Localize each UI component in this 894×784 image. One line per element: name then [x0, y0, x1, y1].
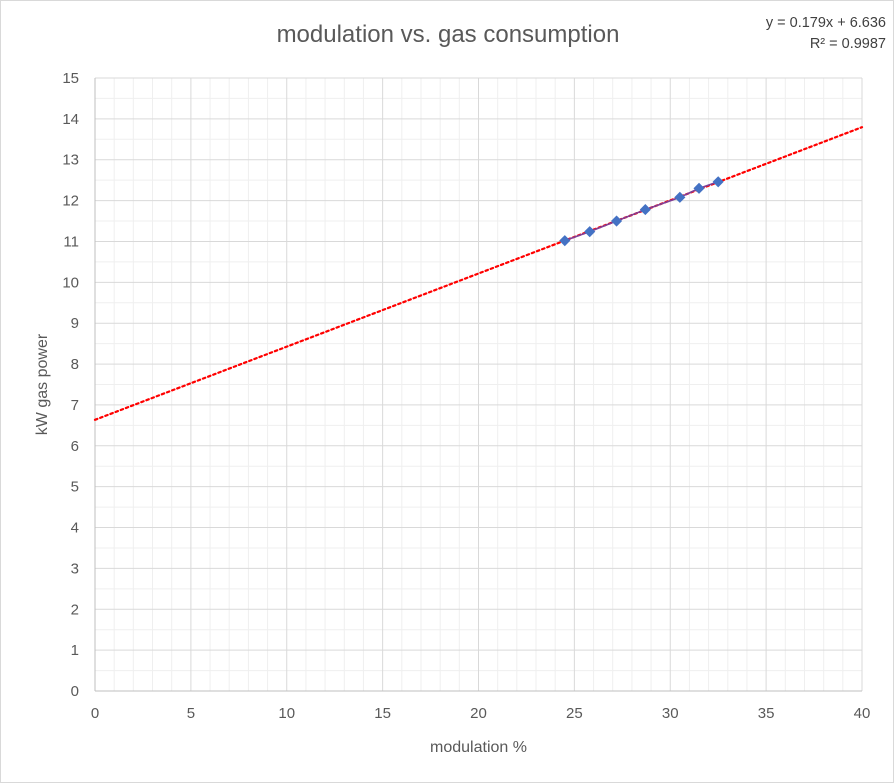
trendline-equation: y = 0.179x + 6.636: [765, 15, 886, 31]
x-tick-label: 30: [662, 705, 679, 722]
y-tick-label: 10: [62, 274, 79, 291]
data-point: [674, 191, 686, 203]
x-tick-label: 5: [187, 705, 195, 722]
data-series: [559, 176, 724, 247]
x-tick-label: 10: [278, 705, 295, 722]
y-tick-label: 2: [71, 601, 79, 618]
trendline-line: [93, 126, 864, 421]
x-tick-label: 20: [470, 705, 487, 722]
y-tick-label: 0: [71, 683, 79, 700]
x-tick-label: 35: [758, 705, 775, 722]
y-tick-label: 5: [71, 479, 79, 496]
data-point: [610, 215, 623, 227]
x-tick-label: 15: [374, 705, 391, 722]
x-tick-label: 25: [566, 705, 583, 722]
x-axis-title: modulation %: [430, 739, 527, 756]
chart-title: modulation vs. gas consumption: [276, 21, 620, 48]
y-tick-label: 14: [62, 111, 79, 128]
y-axis-title: kW gas power: [34, 333, 51, 435]
y-tick-label: 9: [71, 315, 79, 332]
data-point: [584, 226, 596, 238]
data-point: [639, 204, 651, 216]
y-tick-label: 8: [71, 356, 79, 373]
y-tick-label: 3: [71, 560, 79, 577]
trendline-r2: R² = 0.9987: [809, 36, 886, 52]
x-tick-label: 0: [91, 705, 99, 722]
x-tick-label: 40: [854, 705, 871, 722]
data-point: [712, 176, 724, 188]
y-tick-label: 12: [62, 193, 79, 210]
trendline-label: y = 0.179x + 6.636 R² = 0.9987: [766, 13, 886, 55]
axes: [94, 78, 862, 692]
y-tick-label: 4: [71, 520, 79, 537]
y-tick-label: 6: [71, 438, 79, 455]
y-tick-label: 7: [71, 397, 79, 414]
y-tick-label: 15: [62, 70, 79, 87]
trendline: [93, 126, 864, 421]
major-gridlines: [94, 77, 863, 692]
data-point: [693, 182, 705, 194]
y-tick-label: 1: [71, 642, 79, 659]
y-tick-label: 13: [62, 152, 79, 169]
data-point: [559, 235, 571, 247]
y-tick-label: 11: [63, 233, 79, 250]
